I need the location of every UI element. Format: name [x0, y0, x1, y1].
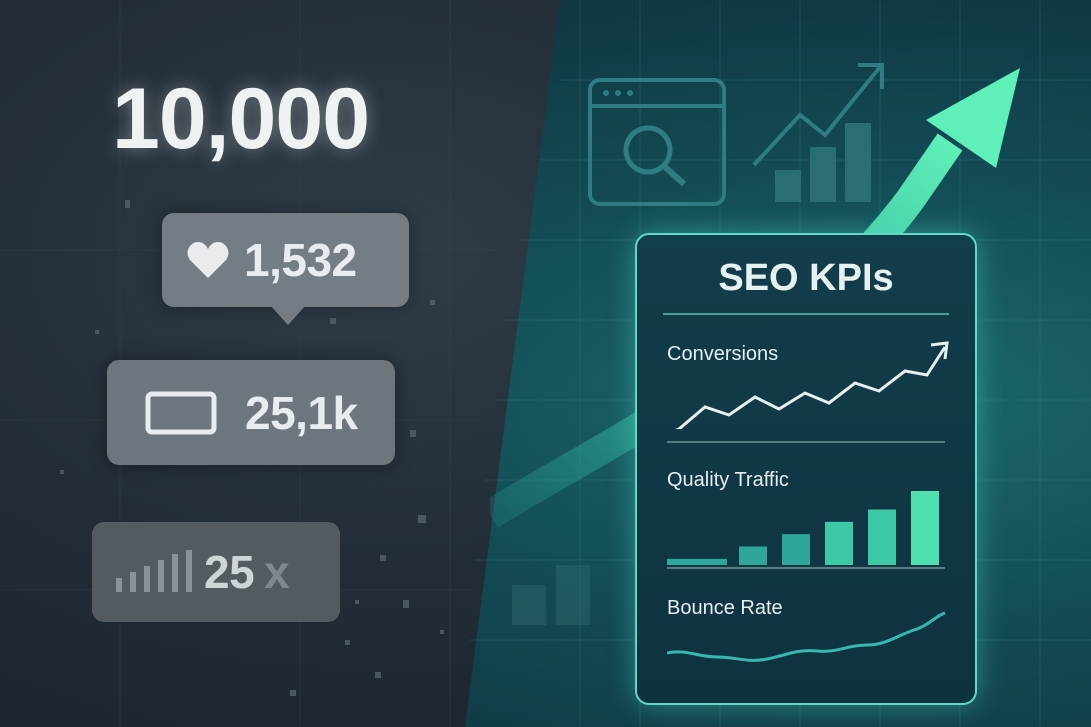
heart-icon: [187, 242, 229, 278]
card-title: SEO KPIs: [718, 257, 894, 299]
kpi-label-conversions: Conversions: [667, 343, 779, 365]
likes-chip: 1,532: [162, 213, 409, 325]
traffic-bar: [868, 509, 896, 565]
traffic-bar: [667, 558, 727, 565]
faded-suffix: x: [264, 546, 290, 598]
browser-search-icon: [588, 78, 726, 206]
traffic-bar: [782, 534, 810, 565]
hero-number: 10,000: [112, 71, 370, 167]
quality-traffic-baseline: [667, 567, 945, 569]
traffic-bar: [739, 546, 767, 565]
likes-count: 1,532: [244, 234, 357, 286]
faded-chip: 25 x: [92, 522, 340, 622]
screen-icon: [145, 391, 217, 434]
bounce-rate-wave-chart: [667, 611, 946, 662]
views-count: 25,1k: [245, 386, 358, 439]
growth-chart-icon: [752, 63, 884, 202]
faded-count: 25: [204, 546, 255, 598]
kpi-label-bounce-rate: Bounce Rate: [667, 597, 783, 619]
kpi-label-quality-traffic: Quality Traffic: [667, 469, 789, 491]
quality-traffic-bar-chart: [667, 491, 939, 565]
speech-bubble-tail: [270, 305, 306, 325]
conversions-baseline: [667, 441, 945, 443]
views-chip: 25,1k: [107, 360, 395, 465]
bars-icon: [116, 550, 192, 592]
card-divider: [663, 313, 949, 315]
traffic-bar: [825, 521, 853, 565]
traffic-bar: [911, 491, 939, 565]
seo-kpi-card: SEO KPIs Conversions Quality Traffic Bou…: [635, 233, 977, 705]
conversions-line-chart: [675, 341, 949, 429]
